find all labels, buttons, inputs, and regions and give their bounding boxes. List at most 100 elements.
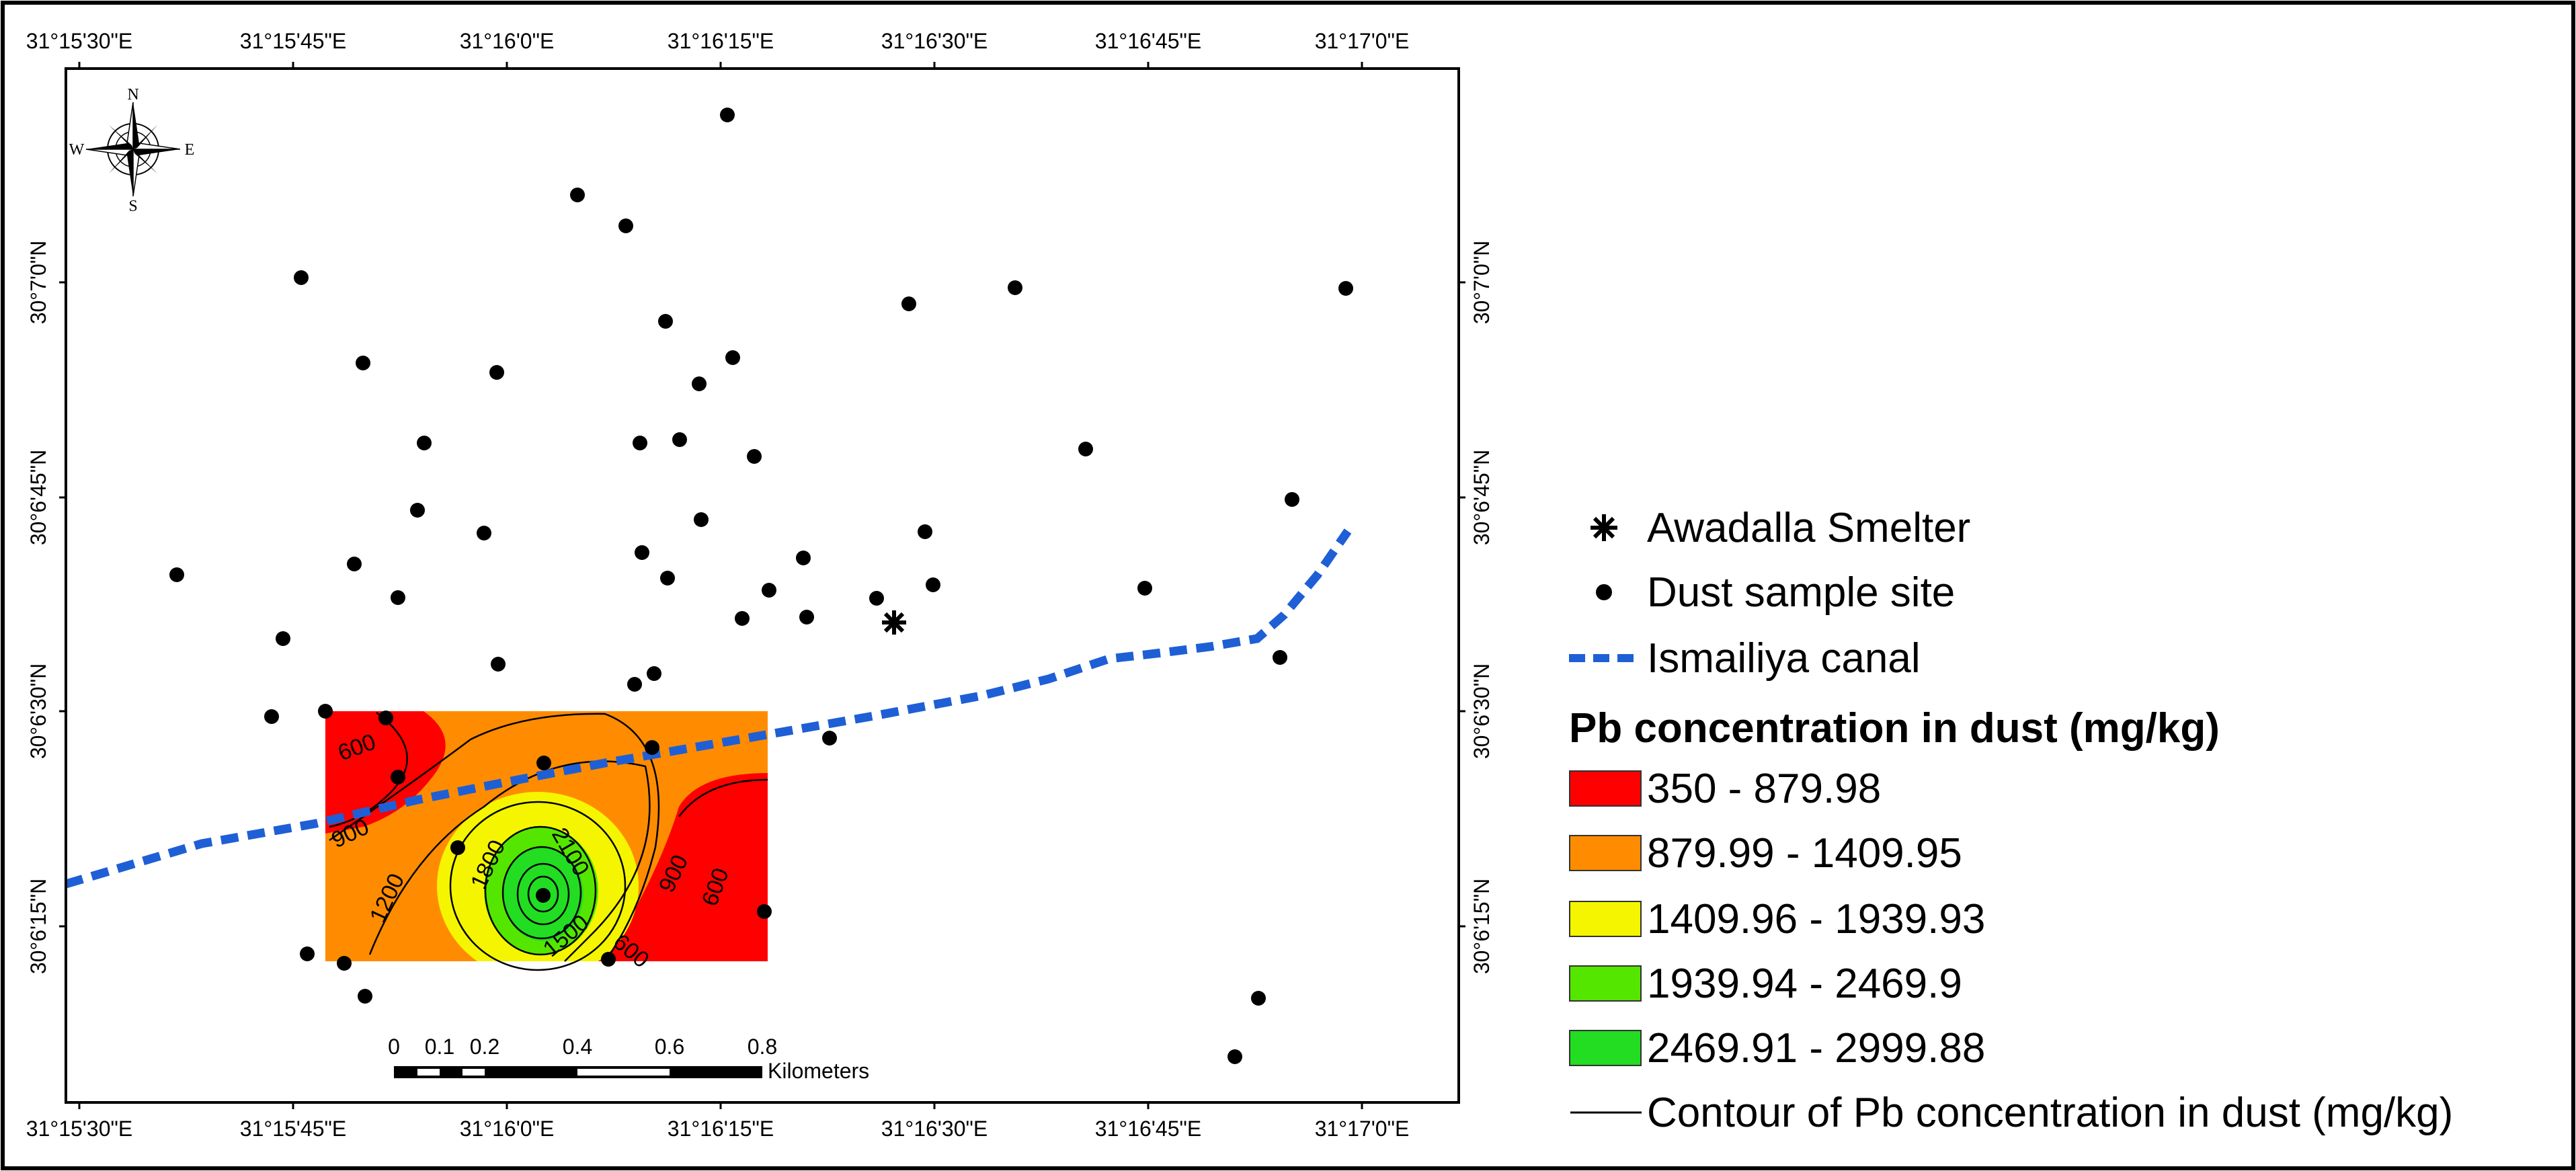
compass-south-label: S <box>128 198 137 215</box>
left-tick-label: 30°6'30"N <box>26 663 50 759</box>
scale-bar: 0 0.1 0.2 0.4 0.6 0.8 Kilometers <box>388 1035 869 1083</box>
scale-label: 0.6 <box>655 1035 684 1059</box>
sample-site-dot <box>169 567 184 582</box>
sample-site-dot <box>378 711 393 725</box>
legend-class-3: 1409.96 - 1939.93 <box>1566 889 1985 949</box>
sample-site-dot <box>692 376 707 391</box>
asterisk-icon <box>1566 497 1647 558</box>
sample-site-dot <box>757 904 772 919</box>
sample-site-dot <box>918 524 932 539</box>
sample-site-dot <box>570 188 585 202</box>
scale-label: 0 <box>388 1035 400 1059</box>
top-tick-label: 31°16'15"E <box>668 29 774 53</box>
left-tick-label: 30°7'0"N <box>26 241 50 325</box>
scale-label: 0.8 <box>748 1035 777 1059</box>
bottom-tick-label: 31°16'30"E <box>881 1117 988 1141</box>
compass-north-label: N <box>127 86 138 104</box>
left-tick-label: 30°6'45"N <box>26 450 50 545</box>
sample-site-dot <box>294 270 309 285</box>
color-swatch <box>1569 901 1642 937</box>
sample-site-dot <box>358 989 372 1004</box>
legend-item-sample-site: Dust sample site <box>1566 562 1955 622</box>
sample-site-dot <box>1338 281 1353 296</box>
color-swatch <box>1569 1030 1642 1066</box>
contour-line-icon <box>1566 1082 1647 1143</box>
sample-site-dot <box>417 436 432 450</box>
sample-site-dot <box>660 571 675 586</box>
sample-site-dot <box>647 666 661 681</box>
sample-site-dot <box>694 512 709 527</box>
right-tick-label: 30°7'0"N <box>1470 241 1494 325</box>
sample-site-dot <box>735 611 750 626</box>
top-tick-label: 31°15'30"E <box>26 29 132 53</box>
legend-label: Dust sample site <box>1647 569 1956 616</box>
sample-site-dot <box>1137 581 1152 596</box>
dust-sample-sites <box>169 108 1353 1064</box>
sample-site-dot <box>1078 442 1093 456</box>
color-swatch <box>1569 965 1642 1002</box>
sample-site-dot <box>926 577 940 592</box>
legend-label: Awadalla Smelter <box>1647 504 1971 551</box>
sample-site-dot <box>618 218 633 233</box>
sample-site-dot <box>799 610 814 624</box>
legend-item-canal: Ismailiya canal <box>1566 628 1921 688</box>
sample-site-dot <box>276 631 290 646</box>
sample-site-dot <box>633 436 647 450</box>
scale-label: 0.2 <box>470 1035 499 1059</box>
right-tick-label: 30°6'45"N <box>1470 450 1494 545</box>
compass-west-label: W <box>69 141 85 159</box>
sample-site-dot <box>720 108 735 122</box>
sample-site-dot <box>450 840 465 855</box>
dashed-line-icon <box>1566 628 1647 688</box>
legend-label: Contour of Pb concentration in dust (mg/… <box>1647 1089 2454 1136</box>
bottom-tick-label: 31°15'45"E <box>240 1117 346 1141</box>
scale-unit: Kilometers <box>768 1059 869 1083</box>
legend-class-label: 350 - 879.98 <box>1647 765 1882 812</box>
awadalla-smelter-marker <box>882 610 906 635</box>
bottom-tick-label: 31°16'0"E <box>460 1117 555 1141</box>
sample-site-dot <box>491 657 506 672</box>
sample-site-dot <box>337 956 352 971</box>
legend-class-label: 1409.96 - 1939.93 <box>1647 895 1986 942</box>
left-tick-label: 30°6'15"N <box>26 879 50 974</box>
sample-site-dot <box>264 709 279 724</box>
sample-site-dot <box>1227 1049 1242 1064</box>
legend-class-label: 879.99 - 1409.95 <box>1647 830 1962 877</box>
legend: Awadalla Smelter Dust sample site Ismail… <box>1566 497 2575 1170</box>
sample-site-dot <box>658 314 673 329</box>
top-tick-label: 31°15'45"E <box>240 29 346 53</box>
legend-item-smelter: Awadalla Smelter <box>1566 497 1970 558</box>
sample-site-dot <box>869 591 884 606</box>
sample-site-dot <box>300 946 315 961</box>
map-panel: 600 900 1200 1800 2100 1500 900 600 600 <box>26 29 1494 1141</box>
bottom-tick-label: 31°17'0"E <box>1315 1117 1410 1141</box>
sample-site-dot <box>391 770 405 784</box>
sample-site-dot <box>822 731 837 745</box>
legend-class-2: 879.99 - 1409.95 <box>1566 823 1962 883</box>
scale-label: 0.1 <box>425 1035 454 1059</box>
sample-site-dot <box>747 449 762 464</box>
top-tick-label: 31°16'45"E <box>1095 29 1201 53</box>
sample-site-dot <box>477 526 491 540</box>
sample-site-dot <box>410 503 425 518</box>
sample-site-dot <box>725 350 740 365</box>
bottom-tick-label: 31°16'15"E <box>668 1117 774 1141</box>
sample-site-dot <box>1251 991 1266 1006</box>
concentration-raster: 600 900 1200 1800 2100 1500 900 600 600 <box>66 528 1352 973</box>
top-tick-label: 31°17'0"E <box>1315 29 1410 53</box>
legend-class-4: 1939.94 - 2469.9 <box>1566 953 1962 1014</box>
legend-label: Ismailiya canal <box>1647 635 1921 682</box>
top-tick-label: 31°16'30"E <box>881 29 988 53</box>
right-tick-label: 30°6'15"N <box>1470 879 1494 974</box>
sample-site-dot <box>536 756 551 770</box>
sample-site-dot <box>627 677 642 692</box>
sample-site-dot <box>1285 492 1299 507</box>
sample-site-dot <box>1273 650 1287 665</box>
sample-site-dot <box>601 952 616 967</box>
sample-site-dot <box>635 545 649 560</box>
bottom-tick-label: 31°15'30"E <box>26 1117 132 1141</box>
ismailiya-canal-line <box>66 528 1352 889</box>
compass-east-label: E <box>185 141 195 159</box>
bottom-tick-label: 31°16'45"E <box>1095 1117 1201 1141</box>
